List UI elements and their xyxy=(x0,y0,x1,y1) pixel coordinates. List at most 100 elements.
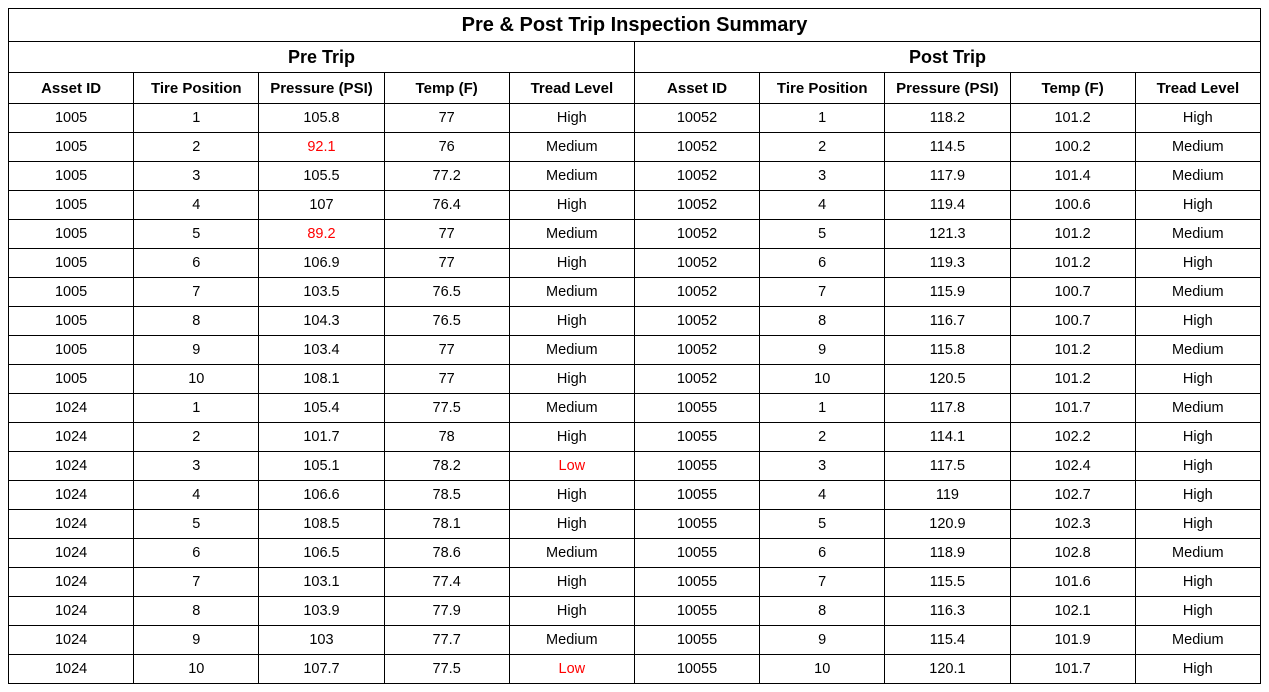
pre-pressure-cell: 105.1 xyxy=(259,452,384,481)
pre-asset-id-cell: 1024 xyxy=(9,597,134,626)
pre-tire-position-cell: 9 xyxy=(134,626,259,655)
pre-col-pressure: Pressure (PSI) xyxy=(259,73,384,104)
post-tread-cell: High xyxy=(1135,249,1260,278)
pre-tire-position-cell: 9 xyxy=(134,336,259,365)
pre-pressure-cell: 89.2 xyxy=(259,220,384,249)
pre-tire-position-cell: 1 xyxy=(134,104,259,133)
post-pressure-cell: 114.5 xyxy=(885,133,1010,162)
pre-tire-position-cell: 1 xyxy=(134,394,259,423)
pre-asset-id-cell: 1005 xyxy=(9,220,134,249)
post-col-pressure: Pressure (PSI) xyxy=(885,73,1010,104)
post-tread-cell: Medium xyxy=(1135,626,1260,655)
pre-tread-cell: Medium xyxy=(509,626,634,655)
post-temp-cell: 100.7 xyxy=(1010,307,1135,336)
pre-temp-cell: 78.6 xyxy=(384,539,509,568)
pre-temp-cell: 77 xyxy=(384,365,509,394)
post-temp-cell: 102.7 xyxy=(1010,481,1135,510)
post-tread-cell: Medium xyxy=(1135,278,1260,307)
pre-pressure-cell: 103.4 xyxy=(259,336,384,365)
table-row: 100510108.177High1005210120.5101.2High xyxy=(9,365,1261,394)
post-tread-cell: High xyxy=(1135,307,1260,336)
pre-pressure-cell: 105.8 xyxy=(259,104,384,133)
post-temp-cell: 101.7 xyxy=(1010,655,1135,684)
post-tread-cell: High xyxy=(1135,597,1260,626)
pre-asset-id-cell: 1005 xyxy=(9,249,134,278)
post-pressure-cell: 115.9 xyxy=(885,278,1010,307)
pre-pressure-cell: 108.1 xyxy=(259,365,384,394)
post-temp-cell: 102.3 xyxy=(1010,510,1135,539)
pre-asset-id-cell: 1024 xyxy=(9,626,134,655)
pre-pressure-cell: 103 xyxy=(259,626,384,655)
table-row: 10059103.477Medium100529115.8101.2Medium xyxy=(9,336,1261,365)
pre-pressure-cell: 101.7 xyxy=(259,423,384,452)
table-row: 10247103.177.4High100557115.5101.6High xyxy=(9,568,1261,597)
post-tire-position-cell: 2 xyxy=(760,133,885,162)
post-pressure-cell: 119.3 xyxy=(885,249,1010,278)
pre-temp-cell: 76.5 xyxy=(384,278,509,307)
pre-pressure-cell: 92.1 xyxy=(259,133,384,162)
pre-pressure-cell: 105.4 xyxy=(259,394,384,423)
table-row: 10056106.977High100526119.3101.2High xyxy=(9,249,1261,278)
post-tread-cell: Medium xyxy=(1135,162,1260,191)
pre-tread-cell: Medium xyxy=(509,278,634,307)
post-pressure-cell: 118.9 xyxy=(885,539,1010,568)
table-row: 10243105.178.2Low100553117.5102.4High xyxy=(9,452,1261,481)
post-temp-cell: 101.2 xyxy=(1010,249,1135,278)
table-row: 10246106.578.6Medium100556118.9102.8Medi… xyxy=(9,539,1261,568)
pre-tread-cell: High xyxy=(509,104,634,133)
post-pressure-cell: 117.8 xyxy=(885,394,1010,423)
post-tread-cell: Medium xyxy=(1135,133,1260,162)
pre-temp-cell: 77.5 xyxy=(384,394,509,423)
pre-pressure-cell: 106.9 xyxy=(259,249,384,278)
pre-tread-cell: High xyxy=(509,423,634,452)
pre-tread-cell: High xyxy=(509,568,634,597)
pre-temp-cell: 77 xyxy=(384,336,509,365)
pre-tire-position-cell: 8 xyxy=(134,597,259,626)
post-temp-cell: 101.6 xyxy=(1010,568,1135,597)
post-tire-position-cell: 4 xyxy=(760,191,885,220)
pre-tread-cell: Medium xyxy=(509,539,634,568)
pre-col-asset-id: Asset ID xyxy=(9,73,134,104)
pre-tire-position-cell: 2 xyxy=(134,133,259,162)
post-tire-position-cell: 7 xyxy=(760,278,885,307)
table-body: 10051105.877High100521118.2101.2High1005… xyxy=(9,104,1261,684)
pre-asset-id-cell: 1005 xyxy=(9,133,134,162)
table-row: 1024910377.7Medium100559115.4101.9Medium xyxy=(9,626,1261,655)
pre-tread-cell: Low xyxy=(509,655,634,684)
post-tread-cell: High xyxy=(1135,481,1260,510)
pre-tire-position-cell: 6 xyxy=(134,539,259,568)
post-asset-id-cell: 10052 xyxy=(634,307,759,336)
pre-col-temp: Temp (F) xyxy=(384,73,509,104)
post-asset-id-cell: 10055 xyxy=(634,626,759,655)
table-row: 10248103.977.9High100558116.3102.1High xyxy=(9,597,1261,626)
pre-pressure-cell: 103.5 xyxy=(259,278,384,307)
post-asset-id-cell: 10052 xyxy=(634,278,759,307)
pre-temp-cell: 76.5 xyxy=(384,307,509,336)
post-temp-cell: 101.2 xyxy=(1010,220,1135,249)
post-tire-position-cell: 1 xyxy=(760,104,885,133)
inspection-summary-table: Pre & Post Trip Inspection Summary Pre T… xyxy=(8,8,1261,684)
post-tread-cell: Medium xyxy=(1135,220,1260,249)
post-tire-position-cell: 3 xyxy=(760,452,885,481)
post-tread-cell: High xyxy=(1135,191,1260,220)
pre-asset-id-cell: 1005 xyxy=(9,191,134,220)
post-temp-cell: 101.4 xyxy=(1010,162,1135,191)
table-row: 1005410776.4High100524119.4100.6High xyxy=(9,191,1261,220)
pre-temp-cell: 76.4 xyxy=(384,191,509,220)
post-asset-id-cell: 10055 xyxy=(634,394,759,423)
post-tread-cell: High xyxy=(1135,568,1260,597)
post-tire-position-cell: 6 xyxy=(760,249,885,278)
pre-temp-cell: 76 xyxy=(384,133,509,162)
table-row: 1005589.277Medium100525121.3101.2Medium xyxy=(9,220,1261,249)
post-asset-id-cell: 10055 xyxy=(634,481,759,510)
pre-tire-position-cell: 3 xyxy=(134,162,259,191)
post-tire-position-cell: 10 xyxy=(760,365,885,394)
table-row: 102410107.777.5Low1005510120.1101.7High xyxy=(9,655,1261,684)
post-tire-position-cell: 8 xyxy=(760,597,885,626)
pre-col-tread: Tread Level xyxy=(509,73,634,104)
post-tire-position-cell: 8 xyxy=(760,307,885,336)
post-tire-position-cell: 7 xyxy=(760,568,885,597)
post-pressure-cell: 120.5 xyxy=(885,365,1010,394)
post-tread-cell: Medium xyxy=(1135,394,1260,423)
pre-asset-id-cell: 1024 xyxy=(9,539,134,568)
